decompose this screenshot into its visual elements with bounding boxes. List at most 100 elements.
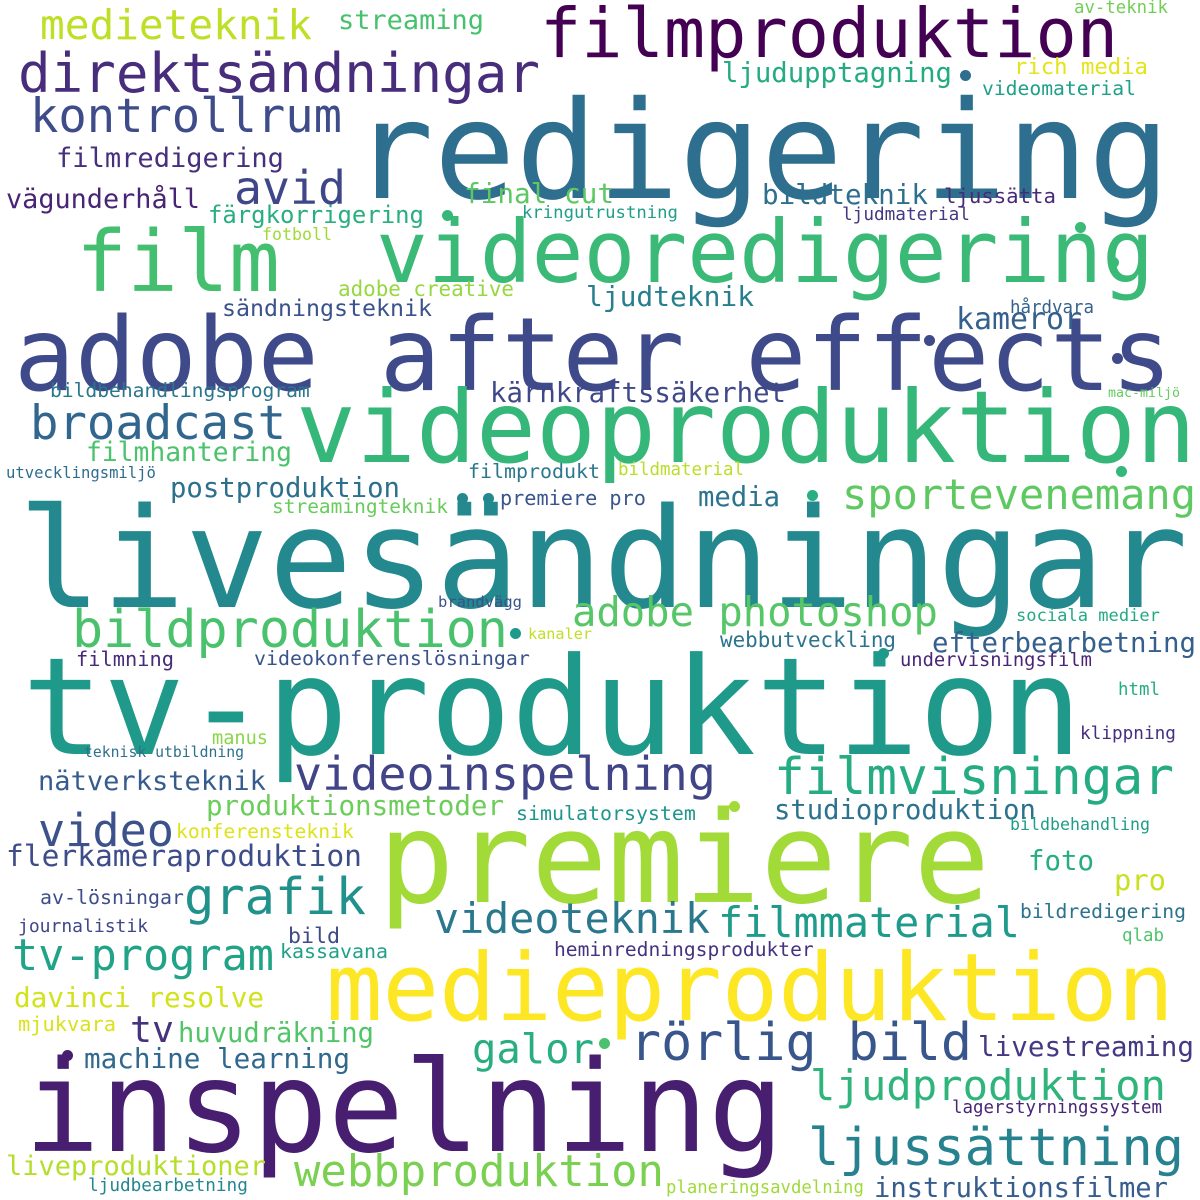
decorative-dot (510, 628, 521, 639)
decorative-dot (457, 493, 468, 504)
word-kringutrustning: kringutrustning (522, 203, 678, 223)
word-adobe-after-effects: adobe after effects (14, 296, 1173, 414)
word-bild: bild (288, 924, 340, 949)
word-bildbehandling: bildbehandling (1010, 815, 1150, 834)
word-simulatorsystem: simulatorsystem (516, 802, 696, 825)
word-galor: galor (472, 1025, 594, 1073)
word-mac-miljo: mac-miljö (1108, 386, 1180, 401)
word-postproduktion: postproduktion (170, 473, 400, 504)
word-produktionsmetoder: produktionsmetoder (206, 790, 505, 822)
word-redigering: redigering (352, 73, 1171, 231)
word-broadcast: broadcast (30, 396, 287, 451)
word-konferensteknik: konferensteknik (176, 820, 354, 843)
word-filmmaterial: filmmaterial (718, 898, 1020, 947)
word-lagerstyrningssystem: lagerstyrningssystem (952, 1098, 1162, 1118)
word-bildbehandlingsprogram: bildbehandlingsprogram (50, 379, 310, 402)
word-ljussatta: ljussätta (944, 184, 1056, 208)
decorative-dot (1116, 466, 1127, 477)
word-videoproduktion: videoproduktion (296, 369, 1196, 486)
word-machine-learning: machine learning (84, 1042, 350, 1075)
word-filmproduktion: filmproduktion (540, 0, 1119, 74)
word-kameror: kameror (956, 302, 1082, 337)
decorative-dot (483, 493, 494, 504)
word-videoinspelning: videoinspelning (294, 748, 716, 802)
word-grafik: grafik (184, 867, 366, 926)
word-videomaterial: videomaterial (982, 77, 1136, 100)
word-pro: pro (1114, 863, 1166, 897)
word-videokonferenslosningar: videokonferenslösningar (254, 647, 530, 670)
word-flerkameraproduktion: flerkameraproduktion (6, 839, 362, 873)
word-livesandningar: livesändningar (18, 478, 1189, 640)
word-videoredigering: videoredigering (376, 203, 1155, 303)
word-vagunderhall: vägunderhåll (6, 184, 200, 215)
word-davinci-resolve: davinci resolve (14, 981, 265, 1014)
word-ljudbearbetning: ljudbearbetning (88, 1176, 248, 1196)
word-premiere: premiere (378, 784, 991, 932)
word-medieproduktion: medieproduktion (326, 934, 1175, 1043)
decorative-dot (62, 1050, 73, 1061)
word-kontrollrum: kontrollrum (30, 89, 342, 144)
word-rorlig-bild: rörlig bild (630, 1013, 972, 1073)
word-adobe-photoshop: adobe photoshop (572, 588, 938, 636)
word-video: video (38, 804, 174, 857)
word-heminredningsprodukter: heminredningsprodukter (554, 938, 814, 961)
word-kanaler: kanaler (528, 625, 593, 643)
word-qlab: qlab (1122, 926, 1164, 946)
decorative-dot (1108, 257, 1119, 268)
word-final-cut: final cut (464, 177, 615, 210)
word-utvecklingsmiljo: utvecklingsmiljö (6, 464, 156, 482)
word-media: media (698, 482, 780, 513)
word-direktsandningar: direktsändningar (18, 42, 540, 105)
decorative-dot (960, 70, 971, 81)
word-bildmaterial: bildmaterial (618, 460, 744, 480)
word-brandvagg: brandvägg (438, 593, 522, 611)
word-mjukvara: mjukvara (18, 1012, 116, 1036)
word-planeringsavdelning: planeringsavdelning (666, 1178, 864, 1198)
decorative-dot (878, 648, 889, 659)
word-instruktionsfilmer: instruktionsfilmer (874, 1173, 1168, 1200)
word-tv-produktion: tv-produktion (22, 628, 1083, 786)
decorative-dot (1112, 353, 1123, 364)
word-sportevenemang: sportevenemang (842, 470, 1197, 519)
word-karnkraftssakerhet: kärnkraftssäkerhet (490, 378, 786, 409)
word-kassavana: kassavana (280, 940, 388, 963)
decorative-dot (924, 335, 935, 346)
word-html: html (1118, 680, 1160, 700)
word-undervisningsfilm: undervisningsfilm (900, 650, 1092, 671)
word-filmhantering: filmhantering (86, 438, 292, 468)
decorative-dot (1075, 222, 1086, 233)
word-bildredigering: bildredigering (1020, 900, 1186, 923)
word-ljudteknik: ljudteknik (586, 280, 755, 313)
decorative-dot (599, 1038, 610, 1049)
word-bildproduktion: bildproduktion (72, 600, 508, 660)
word-av-teknik: av-teknik (1074, 0, 1168, 18)
decorative-dot (1085, 448, 1096, 459)
word-bildteknik: bildteknik (762, 178, 928, 211)
word-medieteknik: medieteknik (40, 1, 313, 49)
word-webbproduktion: webbproduktion (294, 1146, 664, 1197)
word-videoteknik: videoteknik (434, 894, 710, 943)
decorative-dot (442, 210, 453, 221)
word-ljudmaterial: ljudmaterial (842, 205, 970, 225)
word-hardvara: hårdvara (1010, 298, 1094, 318)
word-huvudrakning: huvudräkning (178, 1018, 374, 1049)
word-efterbearbetning: efterbearbetning (932, 628, 1196, 659)
word-webbutveckling: webbutveckling (720, 628, 896, 652)
word-klippning: klippning (1080, 724, 1176, 744)
word-ljussattning: ljussättning (808, 1118, 1185, 1178)
word-avid: avid (234, 161, 346, 215)
word-streaming: streaming (338, 5, 484, 36)
word-fargkorrigering: färgkorrigering (208, 201, 424, 229)
word-tv: tv (130, 1008, 174, 1051)
word-filmprodukt: filmprodukt (468, 460, 600, 483)
word-sandningsteknik: sändningsteknik (222, 295, 432, 322)
word-streamingteknik: streamingteknik (272, 495, 448, 518)
word-foto: foto (1028, 846, 1094, 877)
decorative-dot (807, 490, 818, 501)
word-inspelning: inspelning (24, 1034, 785, 1181)
word-premiere-pro: premiere pro (500, 486, 646, 510)
word-studioproduktion: studioproduktion (774, 795, 1036, 826)
word-adobe-creative: adobe creative (338, 277, 514, 301)
word-tv-program: tv-program (12, 931, 274, 981)
